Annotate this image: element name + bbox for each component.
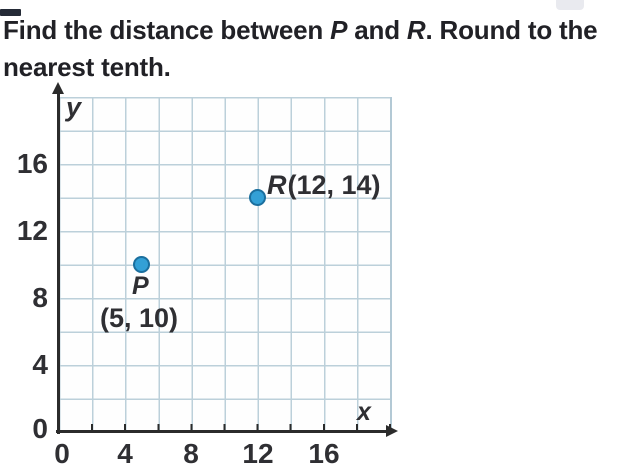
y-tick-label-4: 4 <box>32 349 48 380</box>
point-name-r: R <box>406 15 426 45</box>
x-tick-label-4: 4 <box>117 438 133 469</box>
question-line-2: nearest tenth. <box>3 52 171 82</box>
x-tick-label-12: 12 <box>242 438 274 469</box>
x-tick-label-0: 0 <box>54 438 70 469</box>
question-part: and <box>347 15 407 45</box>
screen-edge-artifact-right <box>556 0 584 10</box>
point-r-name: R <box>267 170 287 200</box>
point-name-p: P <box>330 15 348 45</box>
x-axis-line <box>56 430 390 433</box>
grid <box>59 97 392 432</box>
y-axis-arrow-icon <box>52 82 64 94</box>
question-part: . Round to the <box>425 15 598 45</box>
point-p-label: P <box>132 272 149 300</box>
y-tick-label-8: 8 <box>32 282 48 313</box>
point-r-coordinates: (12, 14) <box>287 170 381 200</box>
point-r-label: R(12, 14) <box>267 170 381 201</box>
point-r-dot <box>249 189 266 206</box>
y-tick-label-12: 12 <box>16 215 48 246</box>
y-axis-label: y <box>66 92 82 122</box>
x-axis-tick-marks <box>58 424 391 431</box>
screen-edge-artifact-left <box>0 9 21 16</box>
x-tick-label-8: 8 <box>183 438 199 469</box>
y-tick-label-0: 0 <box>32 413 48 444</box>
question-line-1: Find the distance between P and R. Round… <box>3 12 633 49</box>
question-part: Find the distance between <box>3 15 331 45</box>
y-tick-label-16: 16 <box>16 148 48 179</box>
x-tick-label-16: 16 <box>308 438 340 469</box>
x-axis-label: x <box>357 398 371 426</box>
y-axis-line <box>57 91 60 434</box>
point-p-coordinates: (5, 10) <box>100 303 179 333</box>
question-text: Find the distance between P and R. Round… <box>3 12 633 86</box>
point-p-dot <box>133 256 150 273</box>
